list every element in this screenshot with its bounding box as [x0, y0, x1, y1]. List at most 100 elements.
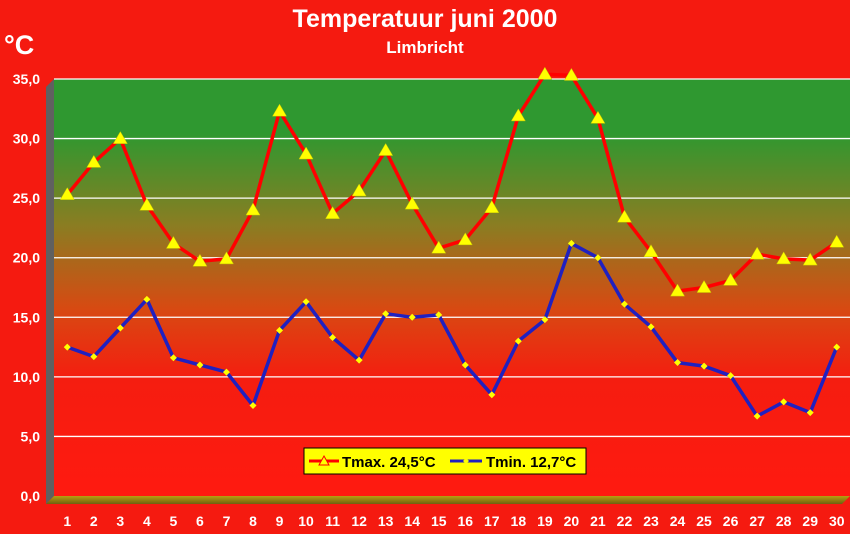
tmin-point — [620, 300, 628, 308]
x-tick-label: 12 — [351, 513, 367, 529]
tmax-point — [617, 209, 632, 223]
tmin-point — [276, 326, 284, 334]
tmin-point — [249, 401, 257, 409]
legend-tmax-label: Tmax. 24,5°C — [342, 454, 436, 471]
x-tick-label: 6 — [196, 513, 204, 529]
x-tick-label: 13 — [378, 513, 394, 529]
tmin-point — [90, 353, 98, 361]
x-tick-label: 17 — [484, 513, 500, 529]
tmin-point — [355, 356, 363, 364]
chart-subtitle: Limbricht — [386, 38, 464, 57]
tmin-point — [408, 313, 416, 321]
tmax-point — [670, 283, 685, 297]
x-tick-label: 28 — [776, 513, 792, 529]
plot-floor — [46, 496, 850, 504]
tmax-point — [139, 197, 155, 211]
y-tick-label: 15,0 — [13, 309, 40, 325]
chart-title: Temperatuur juni 2000 — [293, 5, 558, 33]
tmin-point — [435, 311, 443, 319]
tmax-point — [829, 234, 845, 248]
x-tick-label: 10 — [298, 513, 314, 529]
unit-label: °C — [4, 30, 34, 60]
x-tick-label: 21 — [590, 513, 606, 529]
x-tick-label: 16 — [457, 513, 473, 529]
x-tick-label: 4 — [143, 513, 151, 529]
tmax-point — [112, 131, 128, 144]
x-tick-label: 8 — [249, 513, 257, 529]
x-tick-label: 22 — [617, 513, 633, 529]
tmax-point — [696, 280, 712, 293]
tmax-point — [776, 251, 792, 265]
tmax-point — [484, 200, 500, 213]
x-tick-label: 2 — [90, 513, 98, 529]
legend-box — [303, 447, 587, 475]
tmin-point — [382, 310, 390, 318]
x-tick-label: 5 — [170, 513, 178, 529]
tmax-point — [749, 246, 765, 260]
x-tick-label: 24 — [670, 513, 686, 529]
x-tick-label: 19 — [537, 513, 553, 529]
tmin-point — [541, 316, 549, 324]
plot-area — [54, 79, 850, 496]
tmin-point — [143, 295, 151, 303]
tmax-point — [219, 251, 234, 265]
x-tick-label: 7 — [223, 513, 231, 529]
tmin-point — [196, 361, 204, 369]
tmin-point — [488, 391, 496, 399]
tmax-point — [723, 272, 739, 286]
x-tick-label: 18 — [511, 513, 527, 529]
tmin-point — [727, 372, 735, 380]
y-tick-label: 10,0 — [13, 369, 40, 385]
tmin-point — [329, 334, 337, 342]
tmin-point — [169, 354, 177, 362]
tmin-point — [647, 323, 655, 331]
tmax-point — [643, 244, 659, 258]
tmin-point — [753, 412, 761, 420]
y-tick-label: 5,0 — [21, 428, 41, 444]
tmin-point — [833, 343, 841, 351]
gridlines — [54, 78, 850, 438]
tmin-point — [594, 254, 602, 262]
tmax-point — [563, 67, 579, 81]
tmax-point — [537, 66, 553, 80]
y-tick-label: 25,0 — [13, 190, 40, 206]
tmax-point — [165, 235, 181, 249]
tmin-point — [700, 362, 708, 370]
tmax-point — [245, 202, 261, 216]
y-tick-label: 30,0 — [13, 131, 40, 147]
tmax-point — [404, 196, 420, 210]
x-tick-label: 20 — [564, 513, 580, 529]
tmin-point — [780, 398, 788, 406]
x-tick-label: 26 — [723, 513, 739, 529]
x-tick-label: 30 — [829, 513, 845, 529]
tmin-point — [674, 359, 682, 367]
tmin-point — [514, 337, 522, 345]
tmax-series-line — [65, 72, 838, 293]
y-tick-label: 0,0 — [21, 488, 41, 504]
legend-tmin-marker — [463, 458, 469, 464]
tmax-point — [325, 206, 341, 219]
tmin-point — [461, 361, 469, 369]
tmax-point — [298, 146, 314, 160]
legend: Tmax. 24,5°C Tmin. 12,7°C — [303, 447, 587, 475]
tmax-point — [192, 253, 208, 267]
x-tick-label: 15 — [431, 513, 447, 529]
x-tick-label: 1 — [63, 513, 71, 529]
tmax-point — [378, 142, 394, 156]
y-axis-ticks: 0,0 5,0 10,0 15,0 20,0 25,0 30,0 35,0 — [13, 71, 40, 504]
x-tick-label: 9 — [276, 513, 284, 529]
x-tick-label: 11 — [325, 513, 340, 529]
tmin-series-line — [66, 241, 839, 418]
plot-side-wall — [46, 79, 54, 504]
tmax-point — [590, 110, 606, 124]
x-tick-label: 14 — [404, 513, 420, 529]
tmin-point — [806, 409, 814, 417]
x-tick-label: 25 — [696, 513, 712, 529]
tmin-point — [222, 368, 230, 376]
tmax-point — [457, 232, 473, 246]
tmax-point — [431, 240, 447, 254]
tmin-point — [63, 343, 71, 351]
tmax-point — [59, 187, 75, 200]
x-tick-label: 23 — [643, 513, 659, 529]
